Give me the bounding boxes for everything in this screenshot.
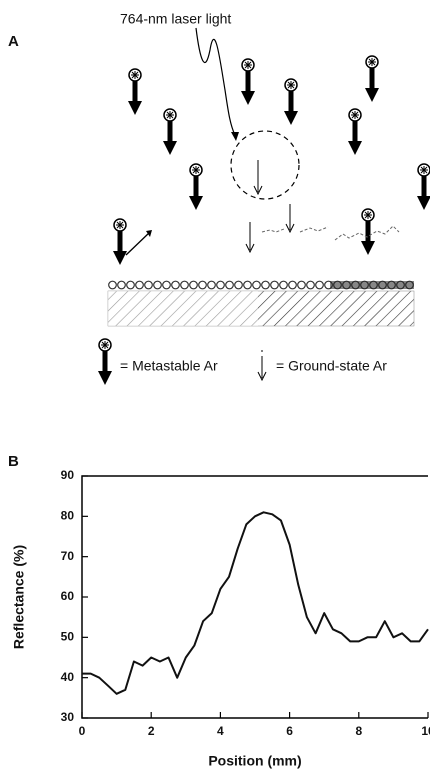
y-tick-label: 70	[61, 549, 75, 563]
axis-frame	[81, 475, 428, 719]
legend-metastable-symbol	[97, 338, 113, 386]
x-tick-label: 6	[286, 724, 293, 738]
x-axis-label: Position (mm)	[208, 753, 301, 769]
y-tick-label: 30	[61, 710, 75, 724]
reflected-arrow	[125, 231, 151, 256]
x-tick-label: 0	[79, 724, 86, 738]
y-tick-label: 50	[61, 630, 75, 644]
x-tick-label: 10	[421, 724, 430, 738]
surface-molecules	[108, 280, 414, 290]
x-tick-label: 4	[217, 724, 224, 738]
legend-ground-symbol	[257, 350, 267, 382]
y-axis-label: Reflectance (%)	[11, 545, 27, 649]
x-tick-label: 2	[148, 724, 155, 738]
y-tick-label: 60	[61, 589, 75, 603]
laser-path	[195, 27, 236, 136]
y-tick-label: 40	[61, 670, 75, 684]
legend-ground: = Ground-state Ar	[276, 358, 387, 374]
laser-arrowhead	[231, 132, 239, 141]
laser-spot	[230, 130, 300, 200]
reacted-molecules	[330, 281, 414, 289]
y-tick-label: 80	[61, 509, 75, 523]
reflected-arrowhead	[146, 230, 152, 237]
desorbed-traces	[261, 225, 400, 241]
data-line	[82, 511, 429, 695]
y-tick-label: 90	[61, 468, 75, 482]
panel-label: A	[8, 33, 19, 50]
metastable-atoms	[112, 55, 430, 266]
x-tick-label: 8	[355, 724, 362, 738]
ground-atoms	[245, 160, 295, 254]
legend-metastable: = Metastable Ar	[120, 358, 218, 374]
substrate-shading	[108, 291, 258, 326]
laser-label: 764-nm laser light	[120, 11, 231, 27]
panel-label: B	[8, 453, 19, 470]
